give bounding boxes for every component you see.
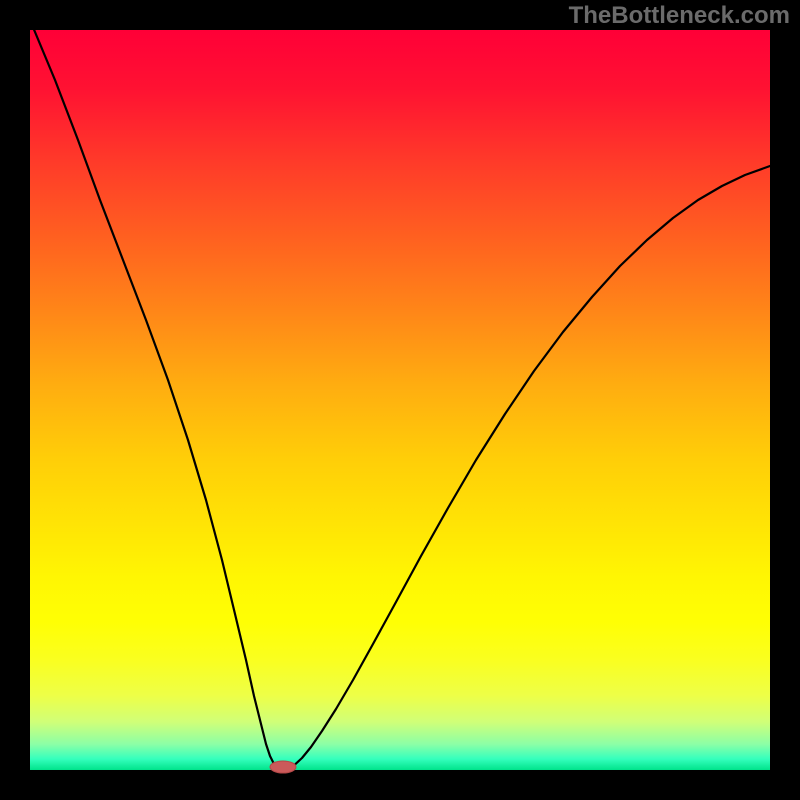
- chart-gradient-bg: [30, 30, 770, 770]
- bottleneck-chart: [0, 0, 800, 800]
- optimal-point-marker: [270, 761, 296, 773]
- watermark-text: TheBottleneck.com: [569, 2, 790, 30]
